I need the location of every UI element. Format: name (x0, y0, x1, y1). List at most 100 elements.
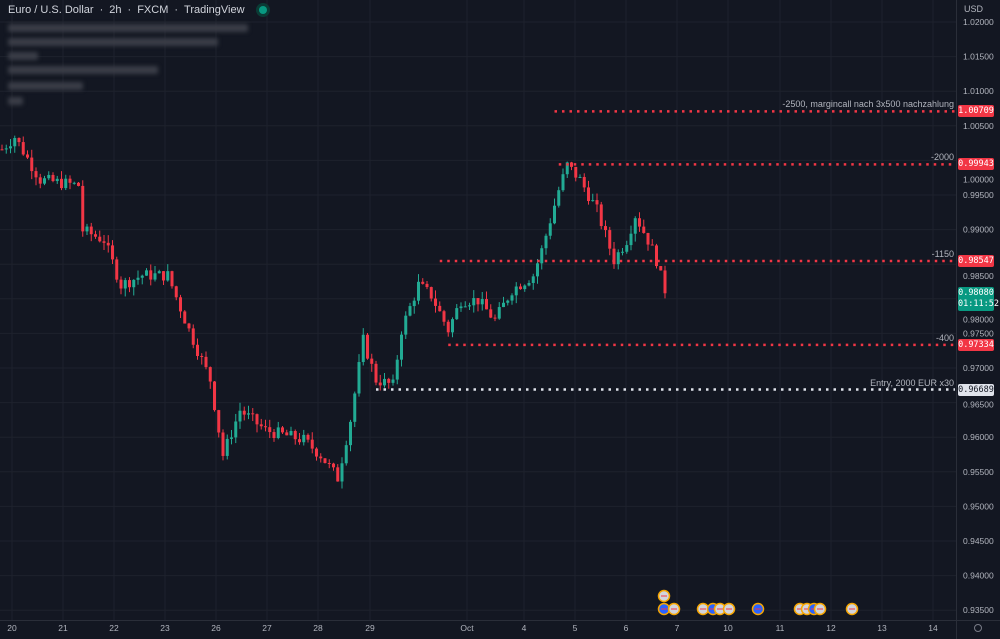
candle-body (395, 359, 399, 380)
candle (213, 380, 216, 412)
candle-body (238, 410, 242, 422)
interval[interactable]: 2h (109, 4, 122, 16)
candle (196, 338, 199, 360)
candle (306, 433, 310, 443)
level-annotation[interactable]: -400 (935, 332, 954, 343)
candle (621, 248, 624, 256)
candle (77, 182, 80, 187)
candle (187, 322, 191, 332)
candle (85, 223, 89, 236)
candle (361, 328, 365, 366)
candle-body (34, 171, 38, 178)
candle (30, 149, 34, 180)
candle-body (650, 244, 654, 246)
economic-event-icon[interactable] (845, 602, 859, 616)
candle-body (340, 463, 344, 482)
candle (162, 270, 165, 285)
candle-body (633, 218, 637, 234)
candle-body (599, 204, 603, 227)
price-level-tag[interactable]: 0.97334 (958, 338, 994, 351)
candle-body (140, 275, 144, 278)
time-tick-label: 27 (262, 623, 272, 633)
candle (497, 302, 501, 320)
candle-body (412, 300, 416, 307)
price-level-tag[interactable]: 0.99943 (958, 158, 994, 171)
candle-body (242, 410, 246, 415)
currency-label[interactable]: USD (964, 4, 984, 14)
economic-event-icon[interactable] (722, 602, 736, 616)
candle-body (357, 362, 361, 394)
candle (319, 453, 323, 463)
time-tick-label: 6 (624, 623, 629, 633)
candle-body (378, 382, 382, 386)
candle (587, 180, 590, 205)
candle (659, 265, 663, 271)
candle (9, 138, 12, 154)
price-level-tag[interactable]: 0.98547 (958, 254, 994, 267)
level-annotation[interactable]: Entry, 2000 EUR x30 (870, 377, 954, 388)
candle (4, 144, 8, 154)
price-level-tag[interactable]: 1.00709 (958, 105, 994, 118)
time-tick-label: 5 (573, 623, 578, 633)
candle (149, 264, 153, 286)
exchange: FXCM (137, 4, 169, 16)
candle (21, 136, 25, 156)
candle (468, 302, 471, 310)
economic-event-icon[interactable] (657, 589, 671, 603)
candle-body (285, 432, 289, 436)
level-annotation[interactable]: -1150 (931, 248, 954, 259)
candle-body (26, 154, 29, 158)
time-tick-label: Oct (460, 623, 474, 633)
candle (204, 351, 208, 370)
candle (68, 175, 72, 190)
candle (247, 405, 250, 420)
candle-body (60, 178, 63, 189)
candle (514, 282, 518, 304)
candle (578, 174, 582, 178)
candle (438, 301, 442, 312)
candle (89, 222, 93, 242)
candle (510, 293, 514, 305)
economic-event-icon[interactable] (696, 602, 710, 616)
candle (153, 266, 157, 282)
economic-event-icon[interactable] (667, 602, 681, 616)
candle-body (174, 286, 178, 298)
candle (315, 447, 318, 461)
level-annotation[interactable]: -2000 (930, 152, 954, 163)
economic-event-icon[interactable] (813, 602, 827, 616)
candle-body (442, 311, 446, 322)
candle-body (293, 431, 297, 440)
candle (544, 233, 548, 255)
candle-body (55, 178, 59, 182)
level-annotation[interactable]: -2500, margincall nach 3x500 nachzahlung (782, 99, 954, 110)
candle-body (196, 344, 199, 356)
candle (17, 137, 21, 147)
candle (327, 459, 331, 469)
candle (281, 426, 284, 435)
candle (629, 225, 633, 251)
settings-gear-icon[interactable] (974, 624, 982, 632)
price-level-tag[interactable]: 0.96689 (958, 383, 994, 396)
price-tick-label: 0.94000 (963, 571, 994, 581)
candle-body (408, 306, 412, 316)
candle-body (119, 279, 123, 289)
candle-body (64, 178, 68, 189)
economic-event-icon[interactable] (751, 602, 765, 616)
candle-body (591, 200, 595, 202)
candle-body (302, 434, 306, 443)
candle-body (179, 297, 182, 312)
candle-body (183, 311, 187, 324)
candle-body (417, 281, 420, 301)
candle (332, 462, 335, 471)
candle-body (208, 367, 212, 382)
last-price-tag[interactable]: 0.98080 01:11:52 (958, 287, 999, 312)
candle-body (204, 356, 208, 368)
candle-body (298, 439, 301, 443)
candle (310, 432, 314, 454)
market-status-icon (258, 6, 267, 14)
candle (642, 219, 646, 234)
candle-body (476, 298, 480, 305)
blurred-indicator (8, 38, 218, 46)
candle (166, 264, 170, 282)
